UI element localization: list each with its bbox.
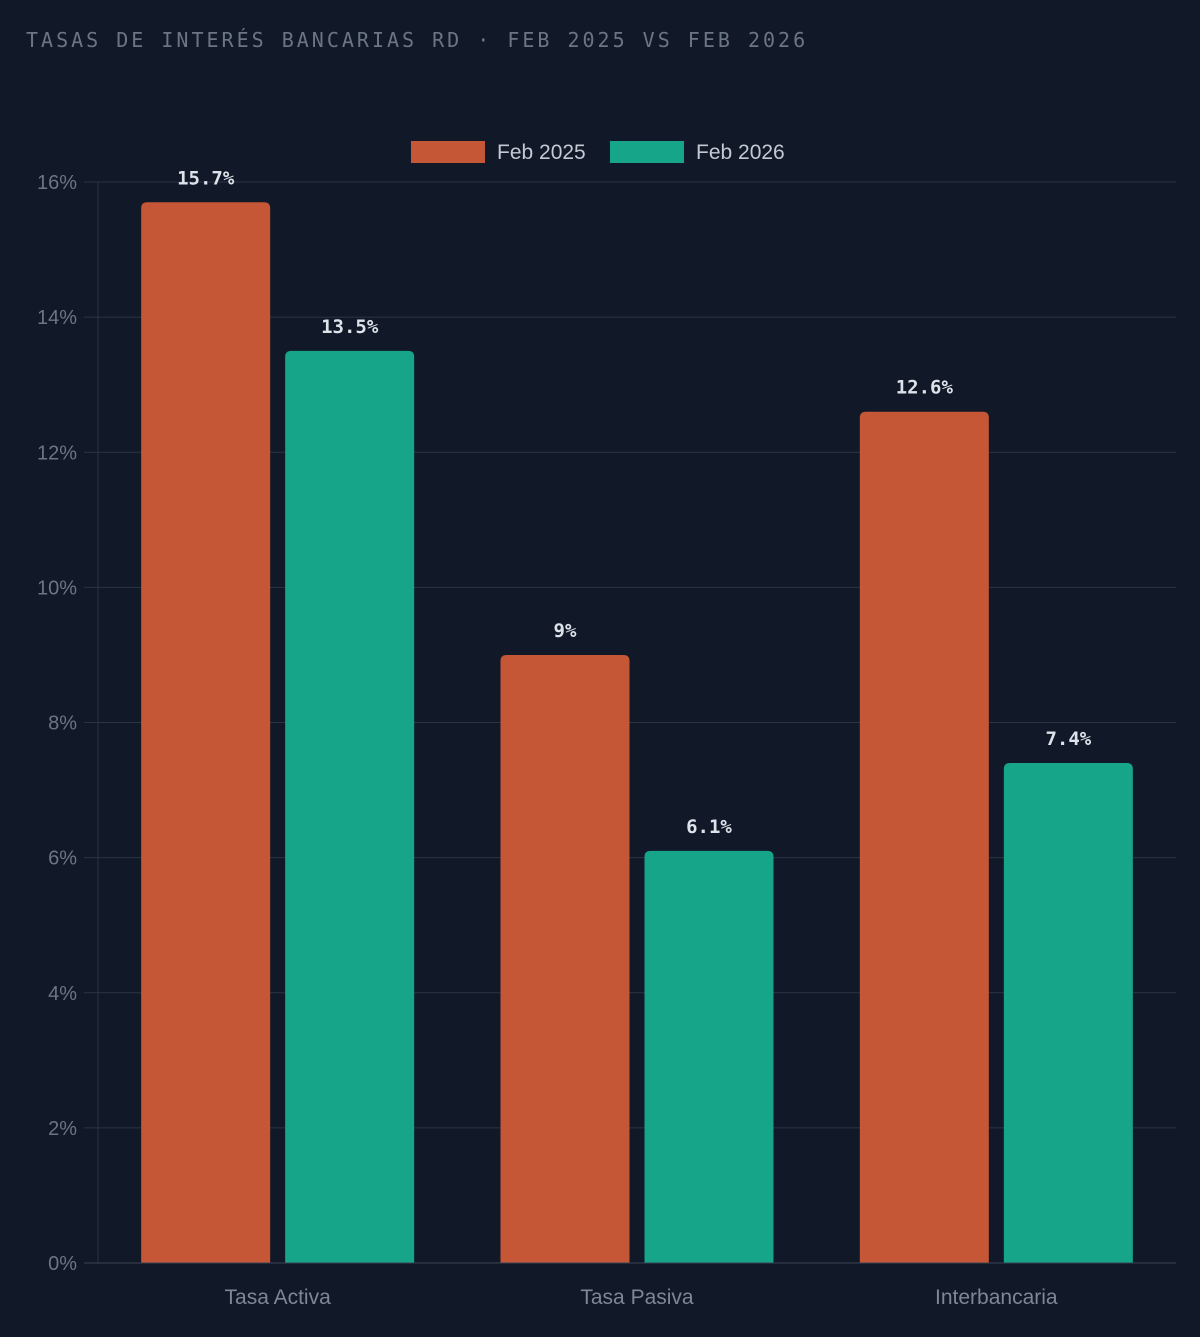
y-tick-label: 8% bbox=[48, 713, 77, 735]
bar bbox=[1003, 763, 1133, 1263]
bar bbox=[141, 202, 271, 1263]
x-axis: Tasa Activa Tasa Pasiva Interbancaria bbox=[84, 1262, 1176, 1309]
legend-swatch bbox=[610, 141, 684, 163]
y-tick-label: 14% bbox=[37, 307, 77, 329]
legend[interactable]: Feb 2025 Feb 2026 bbox=[411, 141, 785, 164]
bar bbox=[285, 350, 415, 1263]
bar-value-label: 12.6% bbox=[896, 377, 954, 399]
x-tick-label: Interbancaria bbox=[935, 1286, 1058, 1309]
y-tick-label: 16% bbox=[37, 172, 77, 194]
y-tick-label: 10% bbox=[37, 577, 77, 599]
y-tick-label: 12% bbox=[37, 442, 77, 464]
bar bbox=[859, 411, 989, 1263]
y-axis: 0% 2% 4% 6% 8% 10% 12% 14% 16% bbox=[37, 172, 99, 1275]
bar-value-labels: 15.7% 13.5% 9% 6.1% 12.6% 7.4% bbox=[177, 167, 1092, 838]
bar-value-label: 9% bbox=[554, 620, 577, 642]
x-tick-label: Tasa Activa bbox=[225, 1286, 332, 1309]
bar-value-label: 7.4% bbox=[1045, 728, 1091, 750]
legend-label: Feb 2025 bbox=[497, 141, 586, 164]
y-tick-label: 2% bbox=[48, 1118, 77, 1140]
y-tick-label: 6% bbox=[48, 848, 77, 870]
bar-value-label: 15.7% bbox=[177, 167, 235, 189]
bar-value-label: 6.1% bbox=[686, 816, 732, 838]
y-tick-label: 0% bbox=[48, 1253, 77, 1275]
legend-label: Feb 2026 bbox=[696, 141, 785, 164]
x-tick-label: Tasa Pasiva bbox=[580, 1286, 694, 1309]
bars bbox=[141, 202, 1133, 1263]
y-tick-label: 4% bbox=[48, 983, 77, 1005]
bar bbox=[500, 654, 630, 1263]
legend-swatch bbox=[411, 141, 485, 163]
bar-value-label: 13.5% bbox=[321, 316, 379, 338]
bar bbox=[644, 850, 774, 1263]
chart-title: TASAS DE INTERÉS BANCARIAS RD · FEB 2025… bbox=[26, 28, 809, 52]
